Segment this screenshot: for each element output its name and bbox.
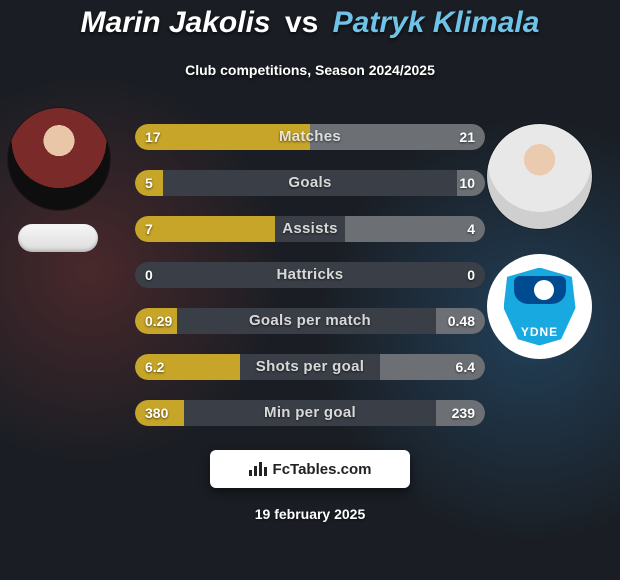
stat-row: Hattricks0 0 xyxy=(135,256,485,294)
stat-label: Goals per match xyxy=(135,308,485,334)
vs-text: vs xyxy=(279,6,324,39)
stat-value-left: 17 xyxy=(145,124,161,150)
title: Marin Jakolis vs Patryk Klimala xyxy=(0,6,620,40)
stat-label: Assists xyxy=(135,216,485,242)
brand-text: FcTables.com xyxy=(273,461,372,478)
club-shield-text: YDNE xyxy=(487,325,592,339)
stat-value-left: 0 xyxy=(145,262,153,288)
stat-value-right: 0.48 xyxy=(448,308,475,334)
stat-value-left: 6.2 xyxy=(145,354,164,380)
stats-block: Matches17 21 Goals5 10 Assists7 4 Hattricks0 0 G… xyxy=(135,118,485,440)
player-left-flag xyxy=(18,224,98,252)
date-footer: 19 february 2025 xyxy=(0,506,620,522)
stat-row: Matches17 21 xyxy=(135,118,485,156)
player-left-photo xyxy=(8,108,110,210)
stat-value-left: 7 xyxy=(145,216,153,242)
stat-label: Hattricks xyxy=(135,262,485,288)
brand-box: FcTables.com xyxy=(210,450,410,488)
stat-value-left: 5 xyxy=(145,170,153,196)
player-left-name: Marin Jakolis xyxy=(81,6,271,39)
stat-value-left: 380 xyxy=(145,400,168,426)
player-right-name: Patryk Klimala xyxy=(333,6,540,39)
stat-row: Goals per match0.29 0.48 xyxy=(135,302,485,340)
player-right-photo xyxy=(487,124,592,229)
stat-value-right: 6.4 xyxy=(456,354,475,380)
stat-value-left: 0.29 xyxy=(145,308,172,334)
stat-value-right: 239 xyxy=(452,400,475,426)
stat-row: Min per goal380 239 xyxy=(135,394,485,432)
stat-row: Assists7 4 xyxy=(135,210,485,248)
stat-row: Shots per goal6.2 6.4 xyxy=(135,348,485,386)
comparison-card: Marin Jakolis vs Patryk Klimala Club com… xyxy=(0,0,620,580)
stat-row: Goals5 10 xyxy=(135,164,485,202)
stat-label: Goals xyxy=(135,170,485,196)
player-right-club-badge: YDNE xyxy=(487,254,592,359)
stat-label: Min per goal xyxy=(135,400,485,426)
bar-chart-icon xyxy=(249,462,267,476)
stat-value-right: 4 xyxy=(467,216,475,242)
stat-value-right: 21 xyxy=(459,124,475,150)
subtitle: Club competitions, Season 2024/2025 xyxy=(0,62,620,78)
stat-label: Shots per goal xyxy=(135,354,485,380)
stat-value-right: 0 xyxy=(467,262,475,288)
stat-label: Matches xyxy=(135,124,485,150)
stat-value-right: 10 xyxy=(459,170,475,196)
